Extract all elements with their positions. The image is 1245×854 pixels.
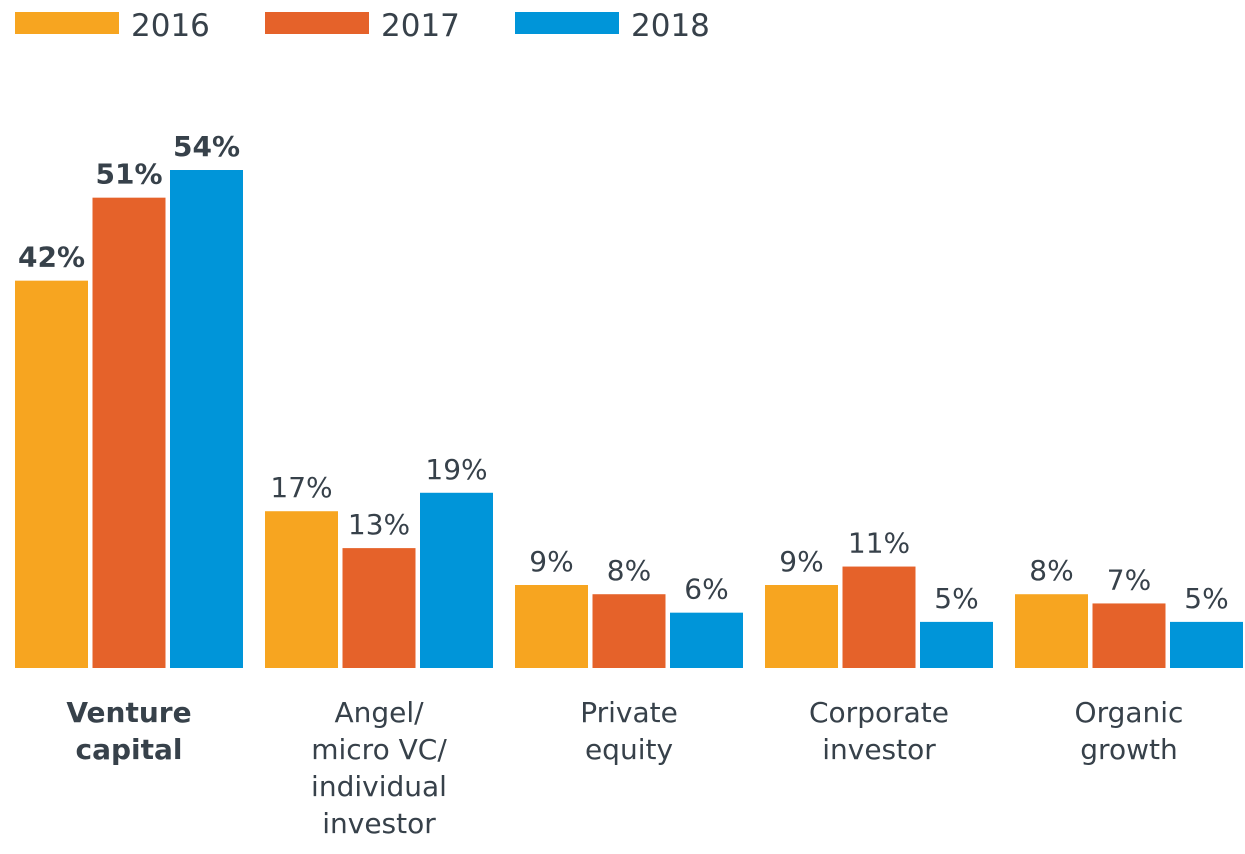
legend-swatch — [15, 12, 119, 34]
data-label: 5% — [934, 582, 978, 615]
data-label: 7% — [1107, 563, 1151, 596]
bar — [920, 621, 993, 668]
x-tick-label: Organic growth — [1074, 696, 1184, 766]
data-label: 9% — [529, 545, 573, 578]
bar — [265, 511, 338, 668]
legend-label: 2018 — [631, 8, 710, 44]
x-tick-label: Angel/ micro VC/ individual investor — [311, 696, 447, 840]
bar — [842, 566, 916, 668]
data-label: 8% — [1029, 554, 1073, 587]
bar — [670, 612, 743, 668]
data-label: 9% — [779, 545, 823, 578]
bar — [170, 170, 243, 668]
data-label: 13% — [348, 508, 410, 541]
bar — [515, 585, 588, 668]
data-label: 8% — [607, 554, 651, 587]
x-tick-label: Venture capital — [66, 696, 192, 766]
bar — [765, 585, 838, 668]
data-label: 11% — [848, 527, 910, 560]
data-label: 51% — [95, 158, 162, 191]
data-label: 42% — [18, 241, 85, 274]
x-tick-label: Corporate investor — [809, 696, 949, 766]
bar — [1170, 621, 1243, 668]
bar — [420, 492, 493, 668]
bar — [92, 197, 166, 668]
bar — [15, 280, 88, 668]
bar — [342, 548, 416, 668]
bar — [1092, 603, 1166, 668]
x-tick-label: Private equity — [580, 696, 678, 766]
data-label: 19% — [425, 453, 487, 486]
data-label: 54% — [173, 130, 240, 163]
data-label: 5% — [1184, 582, 1228, 615]
data-label: 17% — [270, 471, 332, 504]
bar — [592, 594, 666, 668]
legend-swatch — [265, 12, 369, 34]
legend-swatch — [515, 12, 619, 34]
bar — [1015, 594, 1088, 668]
data-label: 6% — [684, 573, 728, 606]
legend-label: 2017 — [381, 8, 460, 44]
legend-label: 2016 — [131, 8, 210, 44]
